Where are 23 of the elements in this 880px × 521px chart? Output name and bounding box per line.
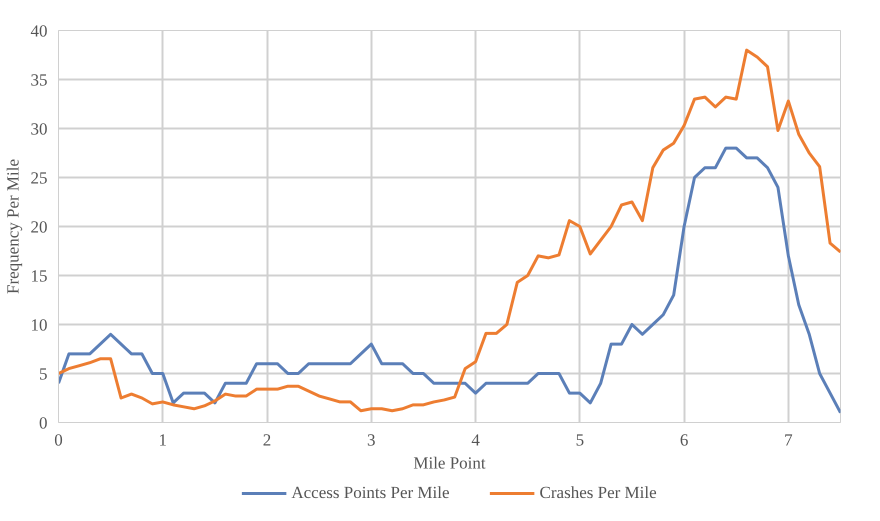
y-tick-label: 10 — [30, 316, 48, 334]
y-tick-label: 40 — [30, 22, 48, 40]
y-tick-label: 5 — [39, 364, 48, 384]
y-tick-label: 20 — [30, 218, 48, 236]
y-tick-label: 15 — [30, 266, 48, 286]
x-axis-title: Mile Point — [413, 454, 486, 472]
x-tick-label: 3 — [367, 430, 376, 450]
y-axis-title: Frequency Per Mile — [4, 158, 22, 294]
legend-label: Crashes Per Mile — [540, 482, 657, 502]
y-tick-label: 0 — [39, 414, 48, 432]
x-tick-label: 0 — [54, 430, 63, 450]
y-tick-label: 25 — [30, 168, 48, 188]
x-tick-label: 1 — [158, 430, 168, 450]
x-tick-label: 2 — [262, 430, 272, 450]
line-series — [58, 146, 840, 414]
x-tick-label: 6 — [680, 430, 688, 450]
line-series — [58, 48, 840, 412]
legend-label: Access Points Per Mile — [291, 482, 450, 502]
y-tick-label: 30 — [30, 120, 48, 138]
y-tick-label: 35 — [30, 70, 48, 90]
x-tick-label: 4 — [471, 430, 480, 450]
x-tick-label: 7 — [784, 430, 794, 450]
x-tick-label: 5 — [576, 430, 584, 450]
